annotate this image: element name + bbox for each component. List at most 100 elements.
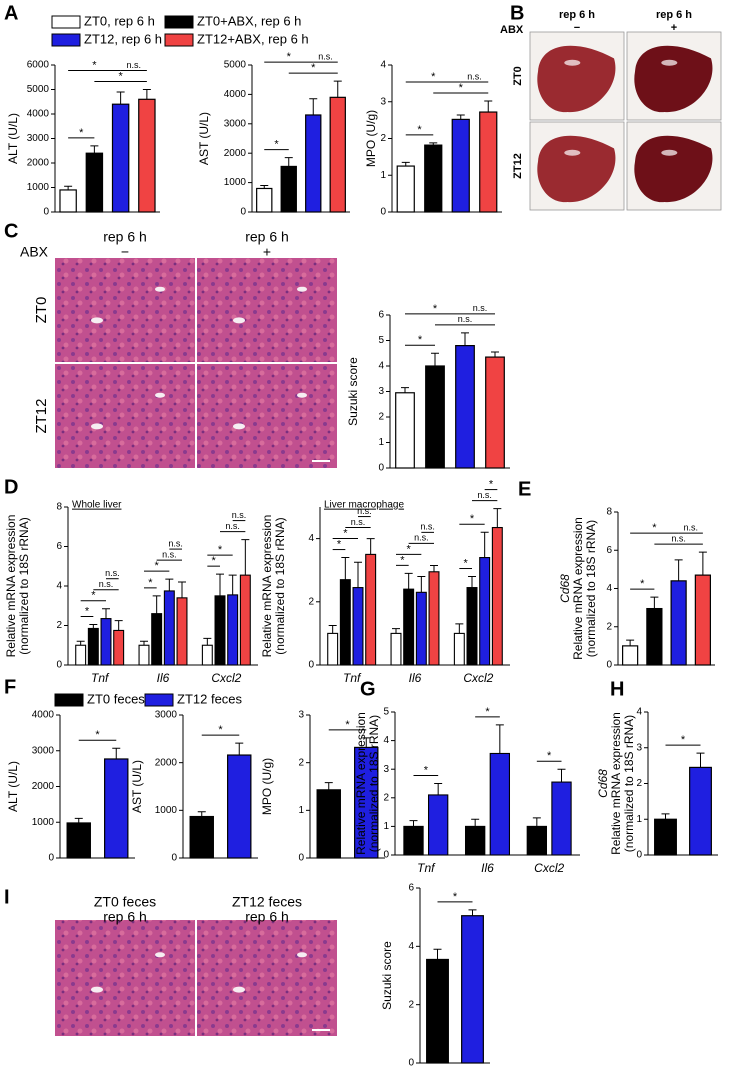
- bar: [396, 165, 415, 213]
- significance-label: *: [95, 729, 100, 741]
- bar: [489, 752, 511, 856]
- bar: [425, 365, 445, 469]
- y-tick-label: 6: [56, 541, 62, 552]
- error-bar: [461, 332, 469, 346]
- error-bar: [401, 161, 410, 167]
- y-tick-label: 1000: [27, 182, 50, 193]
- y-tick-label: 4: [56, 581, 62, 592]
- y-axis-label: Relative mRNA expression: [609, 712, 623, 855]
- bar: [163, 590, 175, 666]
- liver-photo: [634, 135, 713, 203]
- significance-label: *: [79, 127, 84, 139]
- error-bar: [401, 387, 409, 393]
- vessel: [233, 317, 245, 324]
- error-bar: [468, 576, 476, 588]
- bar: [111, 103, 130, 213]
- significance-label: n.s.: [105, 568, 120, 578]
- subtitle: Liver macrophage: [324, 500, 404, 511]
- bar: [280, 165, 297, 213]
- significance-label: *: [652, 522, 657, 534]
- legend-swatch: [164, 15, 194, 29]
- vessel: [91, 986, 103, 993]
- y-tick-label: 3: [636, 742, 642, 753]
- vessel: [155, 952, 165, 958]
- significance-label: n.s.: [477, 490, 492, 500]
- significance-label: n.s.: [458, 314, 473, 324]
- y-tick-label: 2: [298, 757, 304, 768]
- error-bar: [698, 551, 707, 576]
- error-bar: [102, 608, 110, 619]
- y-axis-label: AST (U/L): [130, 760, 144, 813]
- y-tick-label: 2: [56, 620, 62, 631]
- treatment-label: ABX: [20, 244, 49, 260]
- y-tick-label: 1000: [32, 817, 55, 828]
- error-bar: [480, 531, 489, 558]
- y-axis-label: Relative mRNA expression: [354, 712, 368, 855]
- error-bar: [178, 581, 186, 598]
- significance-label: *: [433, 303, 438, 315]
- significance-label: *: [640, 578, 645, 590]
- y-tick-label: 5000: [224, 60, 247, 71]
- histology-photo: [55, 920, 195, 1036]
- panel-label: D: [4, 476, 18, 498]
- column-mark: +: [263, 244, 271, 260]
- bar: [59, 189, 77, 213]
- y-axis-label: (normalized to 18S rRNA): [17, 517, 31, 654]
- vessel: [155, 392, 165, 398]
- liver-highlight: [564, 149, 581, 156]
- bar: [654, 818, 677, 856]
- y-tick-label: 2: [606, 621, 612, 632]
- histology-photo: [197, 920, 337, 1036]
- row-label: ZT0: [33, 297, 50, 324]
- significance-label: n.s.: [683, 523, 698, 533]
- column-label: rep 6 h: [245, 229, 289, 245]
- y-tick-label: 0: [606, 660, 612, 671]
- y-tick-label: 6: [408, 883, 414, 894]
- significance-label: n.s.: [473, 303, 488, 313]
- error-bar: [409, 820, 418, 827]
- bar: [176, 597, 188, 666]
- vessel: [91, 317, 103, 324]
- y-tick-label: 3000: [224, 118, 247, 129]
- bar: [75, 644, 87, 666]
- subtitle: Whole liver: [72, 500, 122, 511]
- error-bar: [430, 564, 438, 572]
- y-tick-label: 0: [636, 850, 642, 861]
- bar: [354, 746, 379, 859]
- panel-label: H: [610, 678, 624, 700]
- vessel: [233, 986, 245, 993]
- bar: [670, 580, 687, 666]
- y-tick-label: 5000: [27, 84, 50, 95]
- y-tick-label: 3: [378, 386, 384, 397]
- y-tick-label: 1000: [224, 177, 247, 188]
- liver-highlight: [661, 59, 678, 66]
- bar: [227, 754, 252, 859]
- significance-label: n.s.: [162, 549, 177, 559]
- error-bar: [471, 818, 480, 827]
- y-tick-label: 8: [56, 502, 62, 513]
- vessel: [233, 423, 245, 430]
- column-mark: +: [671, 22, 677, 34]
- bar: [479, 111, 498, 213]
- y-axis-label: Relative mRNA expression: [260, 515, 274, 658]
- significance-label: *: [453, 891, 458, 903]
- column-label: ZT0 feces: [94, 894, 156, 910]
- liver-photo: [634, 45, 713, 113]
- y-tick-label: 4: [606, 583, 612, 594]
- y-tick-label: 3: [380, 96, 386, 107]
- error-bar: [165, 578, 174, 591]
- y-tick-label: 0: [308, 660, 314, 671]
- significance-label: *: [681, 734, 686, 746]
- y-axis-label: (normalized to 18S rRNA): [622, 715, 636, 852]
- significance-label: n.s.: [318, 52, 333, 62]
- y-axis-label: (normalized to 18S rRNA): [584, 520, 598, 657]
- y-tick-label: 2000: [32, 781, 55, 792]
- legend-swatch: [54, 693, 84, 707]
- bar: [455, 345, 475, 469]
- bar: [329, 96, 346, 213]
- liver-highlight: [564, 59, 581, 66]
- panel-label: C: [4, 220, 18, 242]
- error-bar: [366, 538, 375, 555]
- error-bar: [333, 80, 342, 98]
